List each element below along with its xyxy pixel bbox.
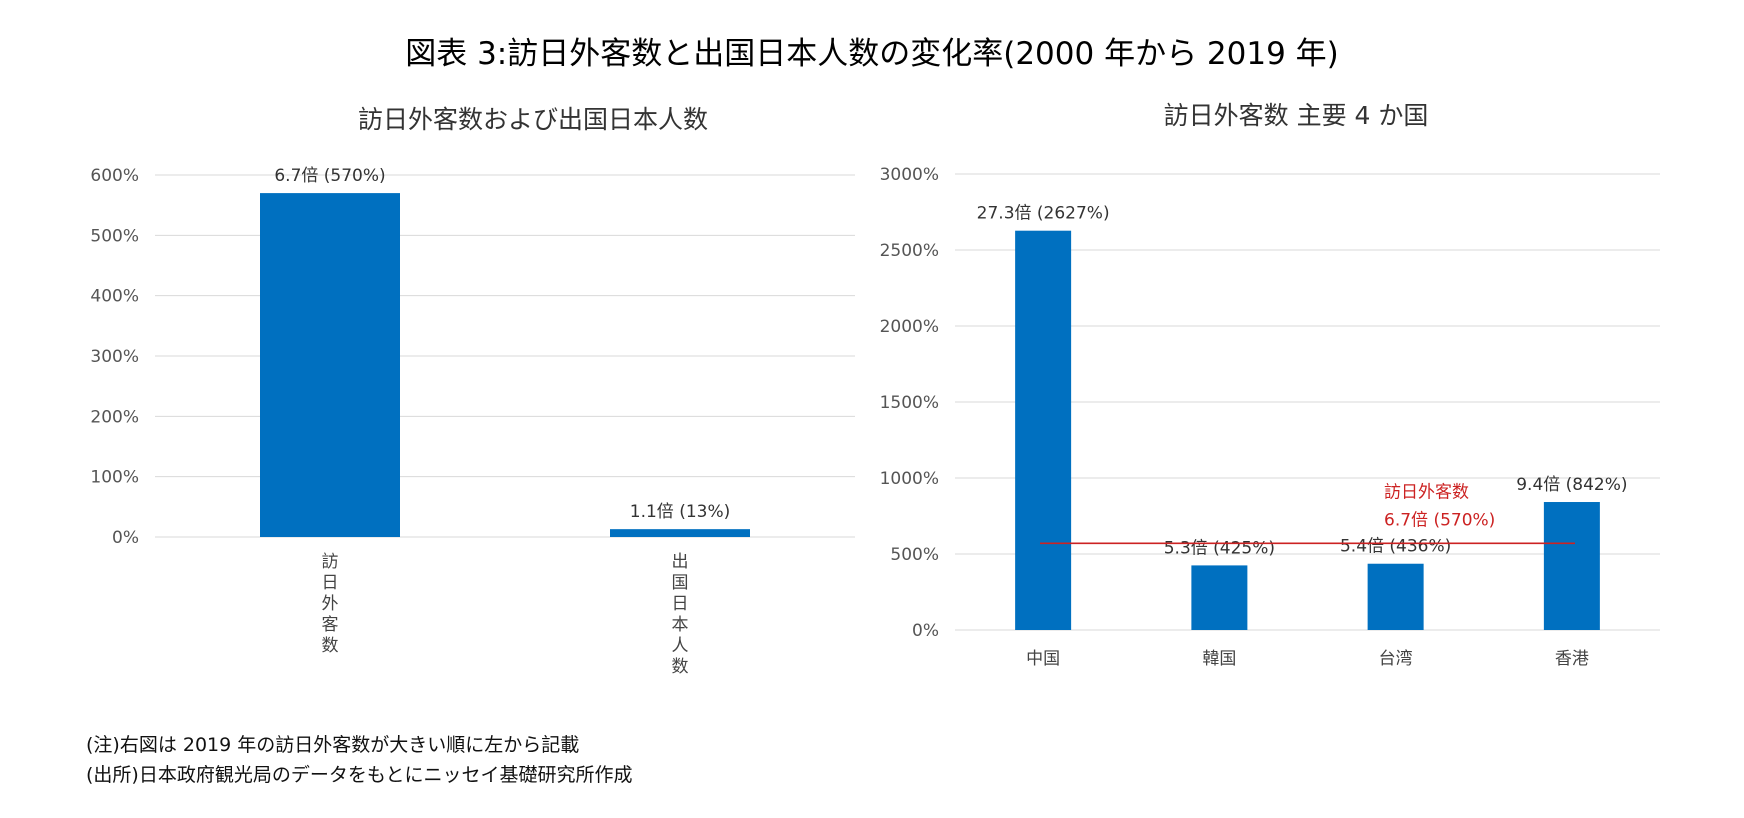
category-label: 香港 [1555, 649, 1589, 669]
chart-title: 訪日外客数 主要 4 か国 [1164, 101, 1429, 130]
category-label: 出国日本人数 [672, 552, 689, 677]
bar [1367, 563, 1424, 630]
left-bar-chart: 訪日外客数および出国日本人数 0% 100% 200% 300% 400% 500% 600%… [90, 105, 855, 677]
reference-line-label: 6.7倍 (570%) [1384, 510, 1495, 530]
y-tick-label: 0% [912, 621, 939, 641]
chart-title: 訪日外客数および出国日本人数 [358, 105, 708, 134]
y-tick-label: 300% [90, 347, 139, 367]
bar [260, 193, 400, 537]
y-tick-label: 400% [90, 287, 139, 307]
y-tick-label: 2500% [880, 241, 939, 261]
category-label: 中国 [1026, 649, 1060, 669]
y-tick-label: 100% [90, 468, 139, 488]
category-label: 台湾 [1379, 649, 1413, 669]
y-tick-label: 1000% [880, 469, 939, 489]
y-tick-label: 1500% [880, 393, 939, 413]
data-label: 27.3倍 (2627%) [977, 204, 1110, 224]
category-label: 訪日外客数 [322, 552, 339, 656]
right-bar-chart: 訪日外客数 主要 4 か国 0% 500% 1000% 1500% 2000% 2500% 3… [880, 101, 1660, 669]
y-tick-label: 500% [90, 226, 139, 246]
data-label: 1.1倍 (13%) [630, 502, 731, 522]
figure-title: 図表 3:訪日外客数と出国日本人数の変化率(2000 年から 2019 年) [405, 36, 1339, 72]
data-label: 5.4倍 (436%) [1340, 537, 1451, 557]
footnote-note: (注)右図は 2019 年の訪日外客数が大きい順に左から記載 [86, 734, 580, 756]
y-tick-label: 200% [90, 407, 139, 427]
bar [1543, 502, 1600, 630]
data-label: 5.3倍 (425%) [1164, 538, 1275, 558]
y-tick-label: 2000% [880, 317, 939, 337]
y-tick-label: 3000% [880, 165, 939, 185]
data-label: 6.7倍 (570%) [274, 166, 385, 186]
y-tick-label: 600% [90, 166, 139, 186]
reference-line-label: 訪日外客数 [1384, 482, 1469, 502]
footnote-source: (出所)日本政府観光局のデータをもとにニッセイ基礎研究所作成 [86, 764, 633, 786]
bar [1191, 565, 1248, 630]
bar [610, 529, 750, 537]
y-tick-label: 500% [890, 545, 939, 565]
y-tick-label: 0% [112, 528, 139, 548]
bar [1015, 230, 1072, 631]
data-label: 9.4倍 (842%) [1516, 475, 1627, 495]
category-label: 韓国 [1202, 649, 1236, 669]
